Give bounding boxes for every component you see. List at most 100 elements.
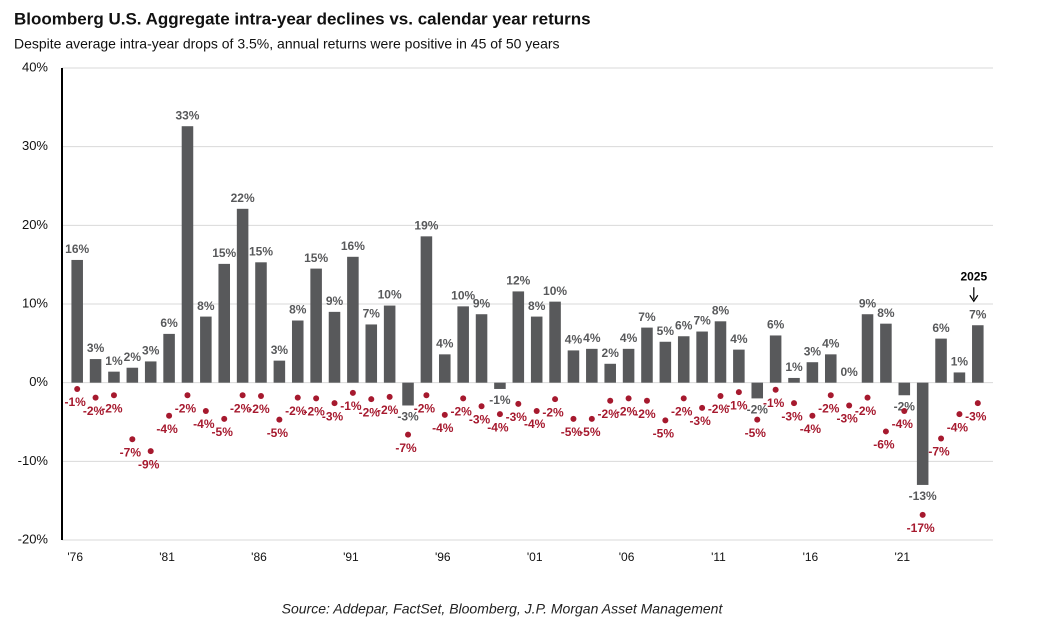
bar [273, 360, 286, 383]
dot-label: -2% [101, 401, 123, 415]
dot-label: -2% [855, 404, 877, 418]
dot-label: -1% [726, 398, 748, 412]
y-tick-label: 10% [22, 295, 48, 310]
bar [457, 306, 469, 383]
decline-dot [202, 407, 209, 414]
dot-label: -5% [212, 425, 234, 439]
dot-label: -5% [579, 425, 601, 439]
dot-label: -4% [524, 417, 546, 431]
bar-label: 8% [528, 299, 546, 313]
bar [494, 382, 506, 389]
bar [861, 314, 874, 383]
bar [89, 359, 102, 383]
dot-label: -17% [907, 521, 935, 535]
x-tick-label: '01 [527, 550, 543, 564]
dot-label: -3% [689, 414, 711, 428]
bar-label: 9% [859, 296, 877, 310]
dot-label: -3% [781, 409, 803, 423]
bar [310, 268, 322, 383]
decline-dot [570, 415, 577, 422]
bar [880, 323, 892, 383]
decline-dot [257, 393, 264, 400]
decline-dot [607, 397, 614, 404]
bar-label: 8% [877, 306, 895, 320]
bar [347, 256, 359, 383]
dot-label: -3% [322, 409, 344, 423]
decline-dot [938, 435, 945, 442]
decline-dot [423, 392, 430, 399]
bar-label: 7% [969, 307, 987, 321]
bar [567, 350, 580, 383]
dot-label: -1% [340, 399, 362, 413]
decline-dot [441, 411, 448, 418]
dot-label: -7% [120, 445, 142, 459]
bar-label: 15% [249, 244, 273, 258]
bar-label: 33% [175, 108, 199, 122]
decline-dot [699, 404, 706, 411]
bar [512, 291, 525, 383]
bar-label: 3% [271, 343, 289, 357]
bar-label: 8% [712, 303, 730, 317]
dot-label: -2% [285, 404, 307, 418]
bar-label: 15% [304, 251, 328, 265]
bar [530, 316, 543, 383]
bar [641, 327, 653, 383]
dot-label: -1% [65, 395, 87, 409]
bar-label: 6% [767, 318, 785, 332]
dot-label: -2% [377, 403, 399, 417]
decline-dot [166, 412, 173, 419]
decline-dot [827, 392, 834, 399]
bar [439, 354, 451, 383]
bar [788, 377, 800, 383]
dot-label: -3% [506, 410, 528, 424]
dot-label: -2% [230, 401, 252, 415]
bar-label: 7% [638, 310, 656, 324]
x-tick-label: '91 [343, 550, 359, 564]
decline-dot [552, 396, 559, 403]
dot-label: -5% [267, 426, 289, 440]
decline-dot [956, 411, 963, 418]
dot-label: -2% [248, 402, 270, 416]
decline-dot [294, 394, 301, 401]
decline-dot [588, 415, 595, 422]
bar-label: 10% [543, 284, 567, 298]
y-tick-label: 30% [22, 138, 48, 153]
dot-label: -9% [138, 457, 160, 471]
decline-dot [919, 511, 926, 518]
dot-label: -4% [193, 417, 215, 431]
dot-label: -7% [928, 445, 950, 459]
decline-dot [276, 416, 283, 423]
bar-label: 4% [436, 337, 454, 351]
source-note: Source: Addepar, FactSet, Bloomberg, J.P… [282, 601, 724, 617]
bar-label: 4% [730, 332, 748, 346]
x-tick-label: '76 [67, 550, 83, 564]
y-tick-label: -10% [18, 453, 49, 468]
decline-dot [809, 412, 816, 419]
bar-label: 10% [451, 289, 475, 303]
decline-dot [368, 396, 375, 403]
y-tick-label: -20% [18, 531, 49, 546]
bar [218, 263, 231, 383]
y-tick-label: 20% [22, 217, 48, 232]
bar-label: 7% [363, 307, 381, 321]
bar [604, 363, 616, 383]
bar [898, 382, 911, 396]
bar-label: 3% [87, 341, 105, 355]
bar [365, 324, 378, 383]
dot-label: -3% [469, 412, 491, 426]
annotation-arrowhead [969, 294, 979, 303]
bar [824, 354, 837, 383]
bar-label: 16% [65, 242, 89, 256]
bar-label: 9% [473, 296, 491, 310]
x-tick-label: '86 [251, 550, 267, 564]
dot-label: -5% [561, 425, 583, 439]
bar-label: 15% [212, 246, 236, 260]
decline-dot [680, 395, 687, 402]
bar [420, 236, 433, 383]
bar [714, 321, 727, 383]
bar [935, 338, 947, 383]
bar [255, 262, 267, 383]
bar-label: 16% [341, 239, 365, 253]
bar-label: 12% [506, 274, 530, 288]
dot-label: -2% [359, 405, 381, 419]
